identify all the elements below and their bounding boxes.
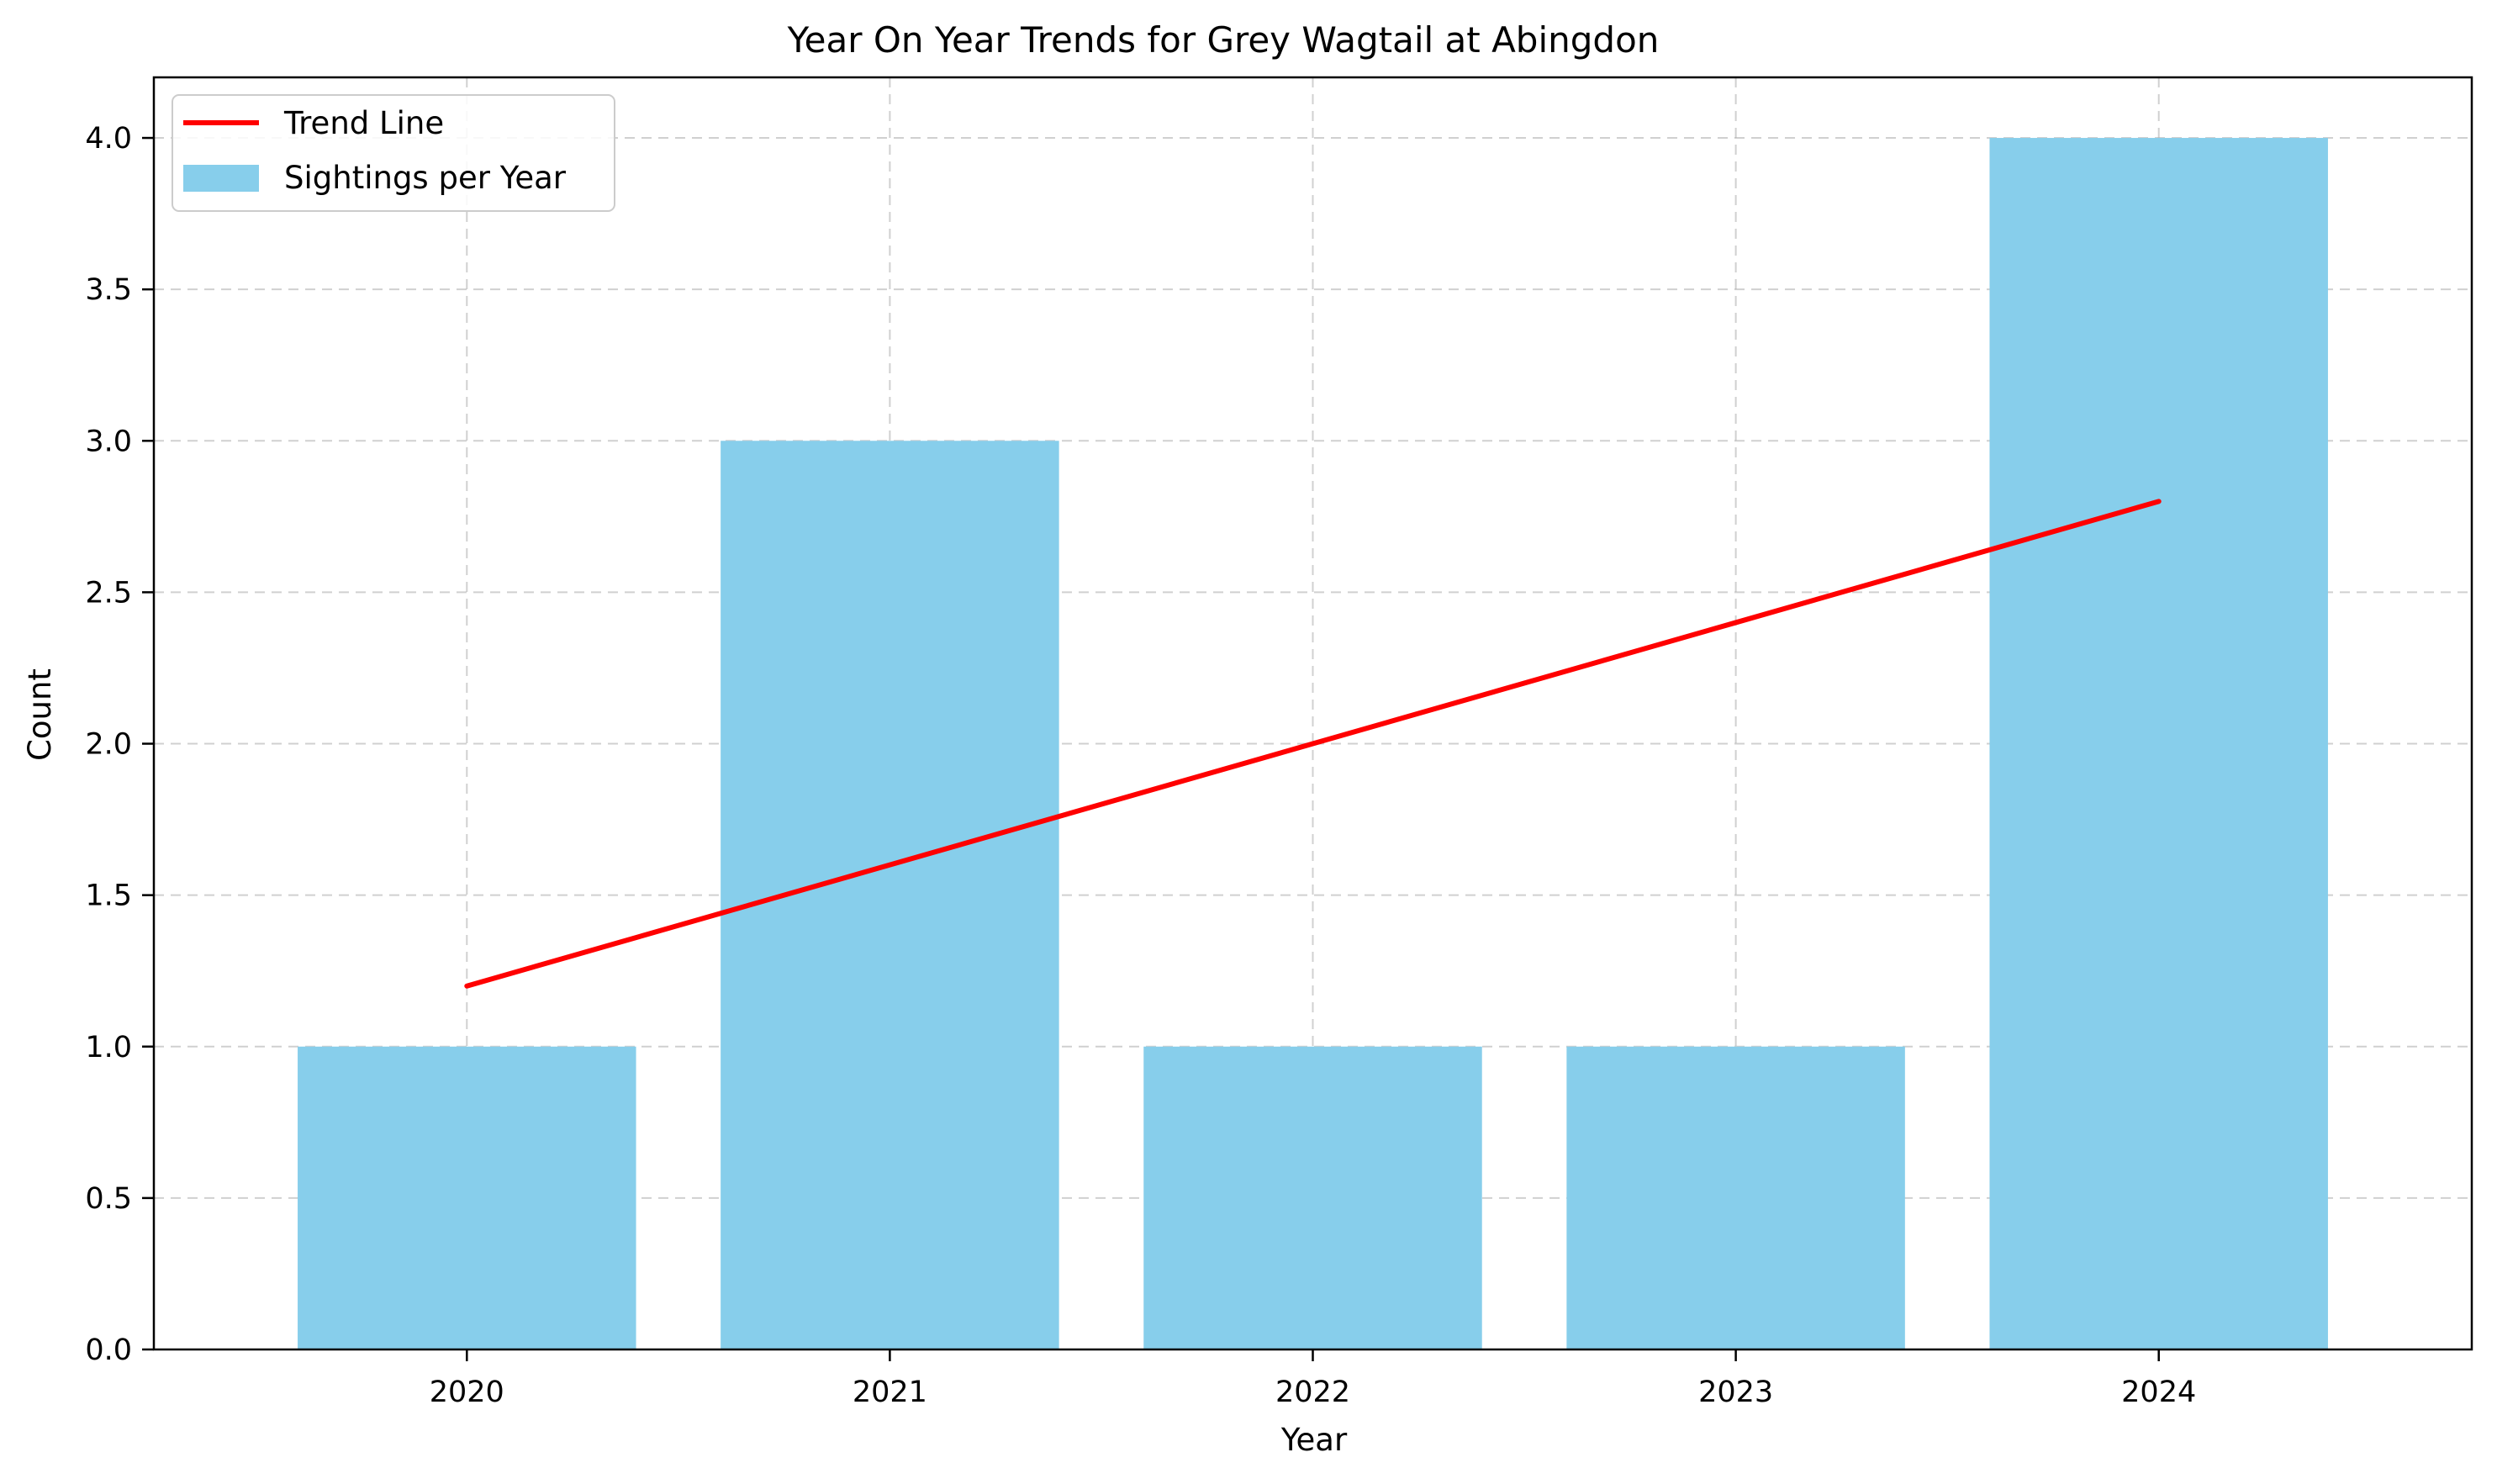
bar-series: [298, 138, 2328, 1350]
trend-line-series: [464, 499, 2162, 989]
bar-2023: [1566, 1046, 1905, 1349]
legend: Trend Line Sightings per Year: [172, 94, 615, 212]
bar-2024: [1989, 138, 2328, 1350]
y-axis-ticks: 0.0 0.5 1.0 1.5 2.0 2.5 3.0 3.5 4.0: [85, 122, 154, 1367]
y-tick-label: 3.5: [85, 273, 132, 307]
legend-label-trend-line: Trend Line: [283, 105, 444, 141]
x-axis-label: Year: [1280, 1422, 1348, 1458]
y-tick-label: 1.5: [85, 879, 132, 913]
y-axis-label: Count: [22, 668, 58, 761]
x-tick-label-2023: 2023: [1698, 1376, 1773, 1409]
trend-line: [464, 499, 2162, 989]
y-tick-label: 0.0: [85, 1333, 132, 1367]
x-tick-label-2020: 2020: [430, 1376, 504, 1409]
legend-box: [172, 94, 615, 212]
legend-label-sightings: Sightings per Year: [284, 160, 567, 196]
bar-2020: [298, 1046, 636, 1349]
x-tick-label-2022: 2022: [1275, 1376, 1350, 1409]
y-tick-label: 0.5: [85, 1182, 132, 1216]
y-tick-label: 2.5: [85, 576, 132, 610]
x-tick-label-2021: 2021: [853, 1376, 927, 1409]
x-tick-label-2024: 2024: [2121, 1376, 2196, 1409]
y-tick-label: 2.0: [85, 728, 132, 762]
bar-2022: [1143, 1046, 1482, 1349]
y-tick-label: 3.0: [85, 425, 132, 458]
legend-swatch-sightings: [183, 165, 259, 192]
y-tick-label: 1.0: [85, 1031, 132, 1064]
x-axis-ticks: 2020 2021 2022 2023 2024: [430, 1349, 2196, 1409]
y-tick-label: 4.0: [85, 122, 132, 156]
bar-2021: [721, 441, 1059, 1350]
chart-title: Year On Year Trends for Grey Wagtail at …: [787, 19, 1660, 61]
